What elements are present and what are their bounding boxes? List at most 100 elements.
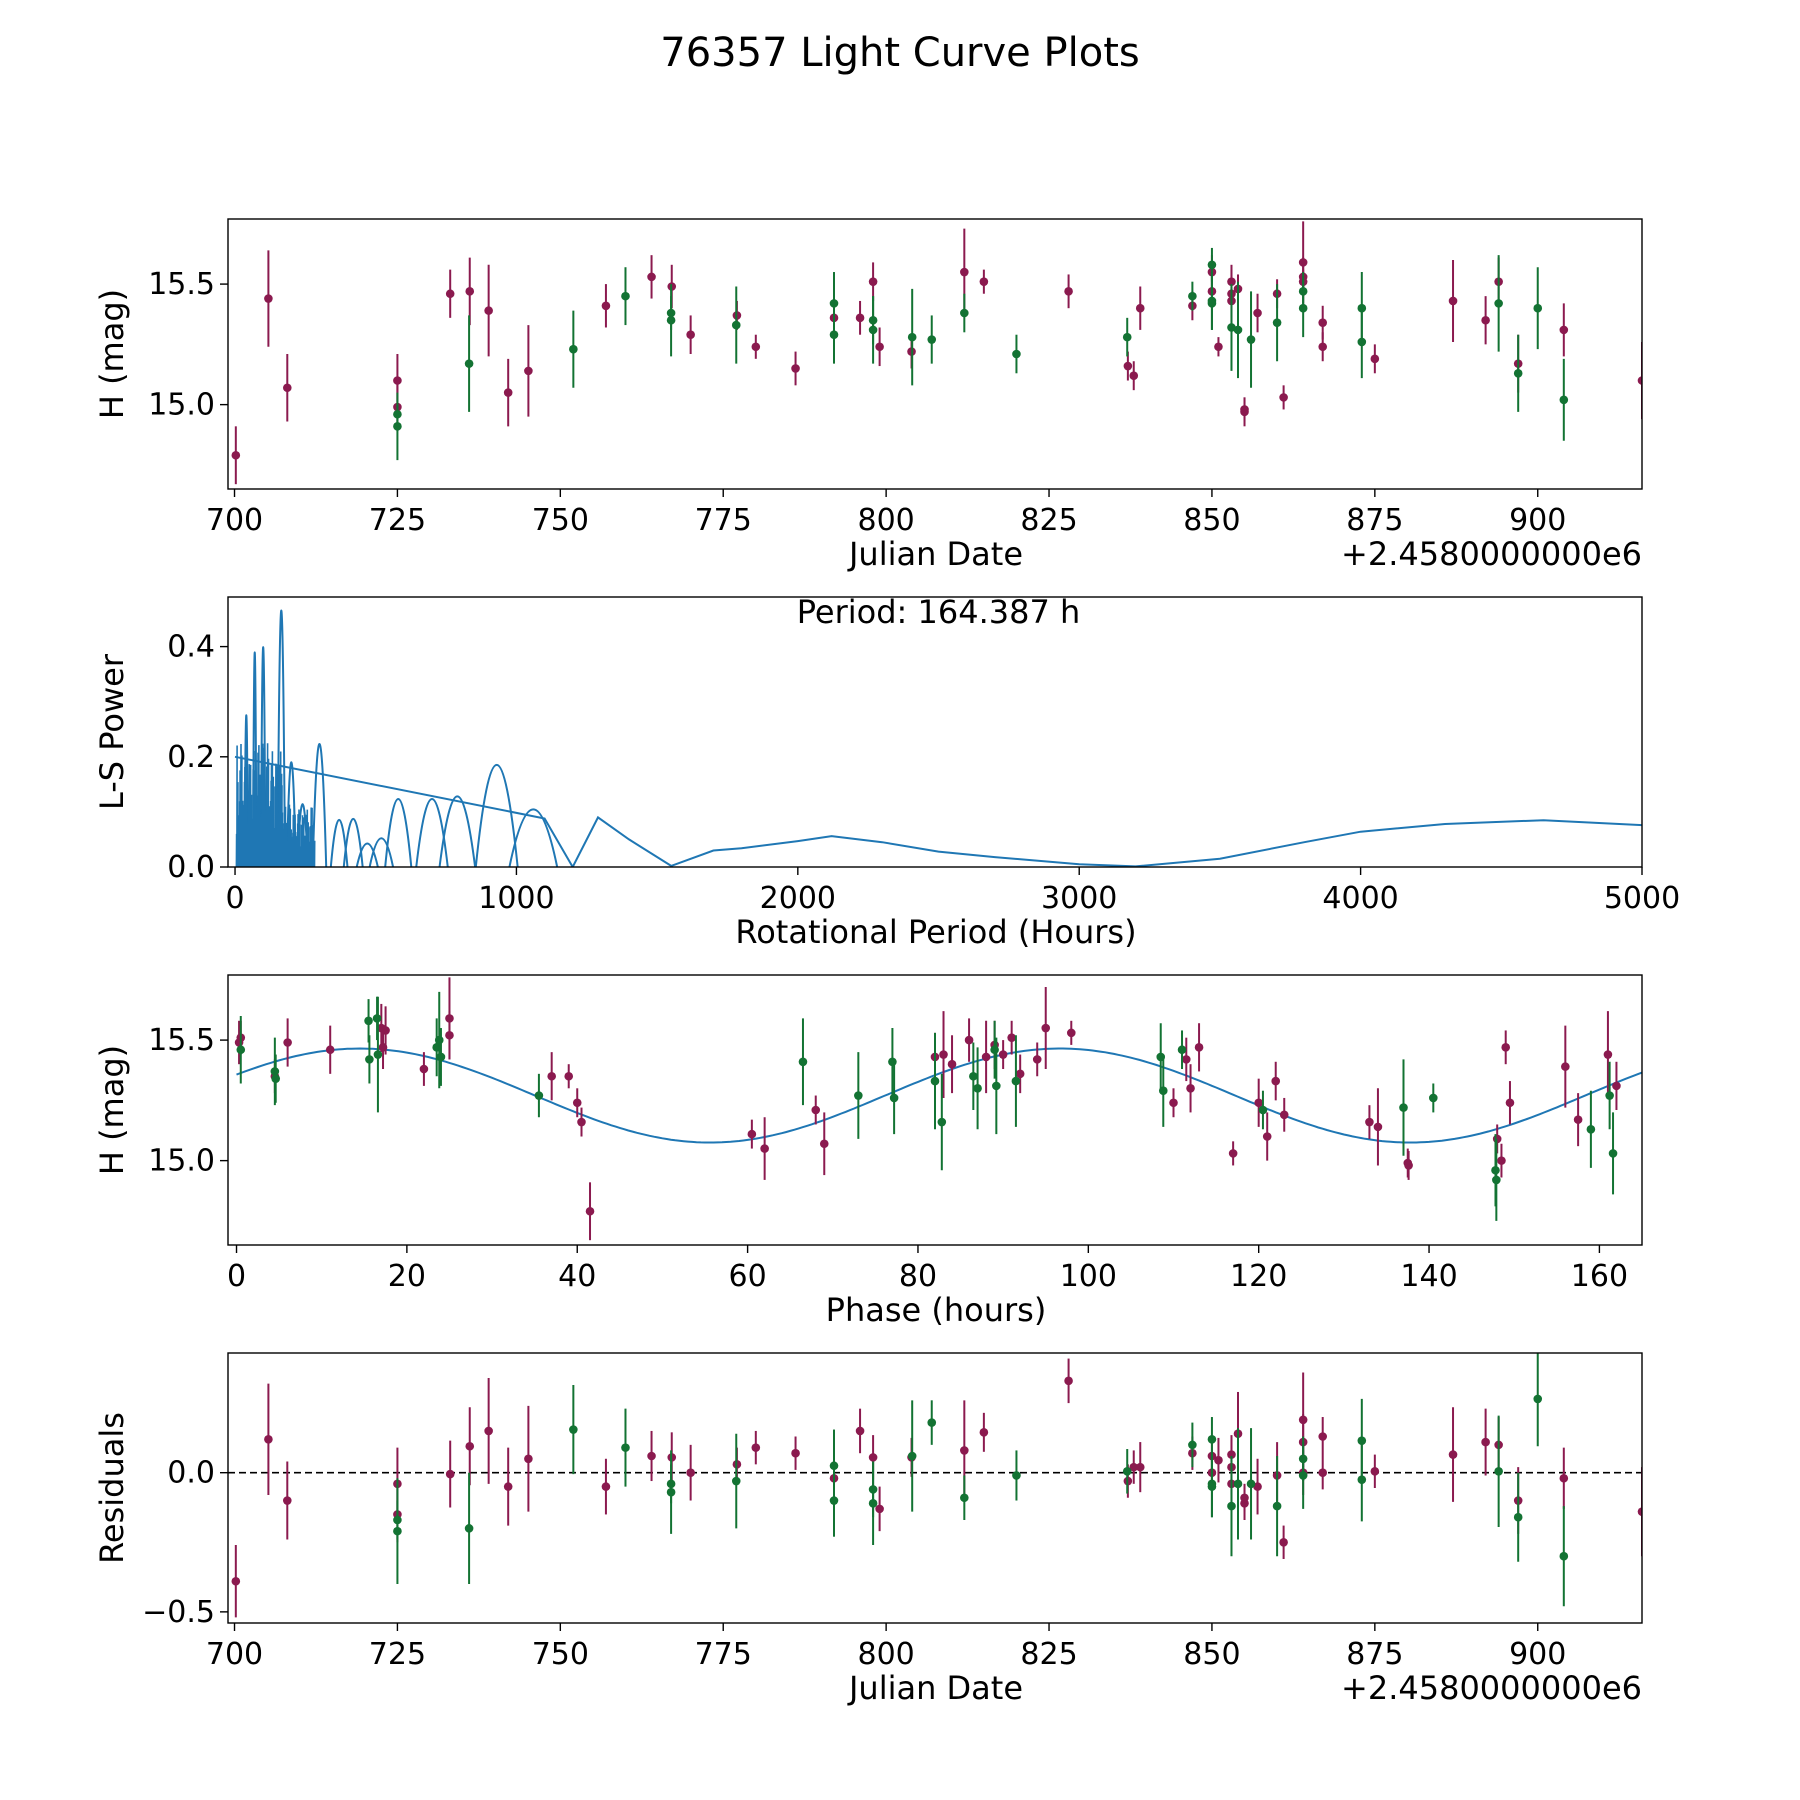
data-point bbox=[731, 320, 741, 330]
data-point bbox=[1246, 1479, 1256, 1489]
data-point bbox=[969, 1071, 978, 1081]
data-point bbox=[1064, 287, 1073, 296]
data-point bbox=[979, 1428, 989, 1437]
data-point bbox=[524, 1454, 533, 1464]
data-point bbox=[1637, 376, 1642, 385]
data-point bbox=[907, 1451, 917, 1461]
x-tick-label: 40 bbox=[558, 1259, 596, 1294]
y-tick-label: 0.0 bbox=[167, 850, 215, 885]
data-point bbox=[1240, 1499, 1249, 1508]
data-point bbox=[1169, 1098, 1178, 1108]
data-point bbox=[1603, 1050, 1613, 1059]
data-point bbox=[1158, 1086, 1168, 1096]
x-tick-label: 140 bbox=[1400, 1259, 1457, 1294]
data-point bbox=[503, 388, 513, 397]
series-magenta bbox=[234, 977, 1621, 1241]
data-point bbox=[791, 1448, 800, 1458]
data-point bbox=[503, 1482, 513, 1491]
data-point bbox=[1012, 349, 1021, 359]
data-point bbox=[1561, 1062, 1570, 1071]
data-point bbox=[1207, 260, 1217, 270]
data-point bbox=[1123, 361, 1133, 371]
data-point bbox=[888, 1057, 897, 1067]
data-point bbox=[875, 342, 884, 352]
data-point bbox=[1559, 395, 1569, 405]
figure-title: 76357 Light Curve Plots bbox=[660, 30, 1139, 76]
data-point bbox=[791, 364, 800, 373]
x-tick-label: 825 bbox=[1020, 503, 1077, 538]
data-point bbox=[1370, 354, 1380, 364]
x-offset-label: +2.4580000000e6 bbox=[1341, 1669, 1642, 1707]
power-peak bbox=[384, 797, 413, 867]
data-point bbox=[855, 313, 865, 323]
x-tick-label: 120 bbox=[1230, 1259, 1287, 1294]
y-tick-label: 15.0 bbox=[148, 1144, 215, 1179]
data-point bbox=[868, 1499, 878, 1508]
x-offset-label: +2.4580000000e6 bbox=[1341, 535, 1642, 573]
data-point bbox=[981, 1052, 991, 1062]
data-point bbox=[393, 422, 402, 431]
power-peak bbox=[259, 646, 267, 867]
data-point bbox=[1007, 1033, 1016, 1042]
x-tick-label: 800 bbox=[857, 1637, 914, 1672]
data-point bbox=[282, 1496, 292, 1505]
data-point bbox=[854, 1091, 863, 1100]
data-point bbox=[534, 1091, 544, 1100]
data-point bbox=[686, 330, 695, 340]
data-point bbox=[1188, 291, 1197, 301]
data-point bbox=[1533, 1394, 1543, 1404]
x-tick-label: 80 bbox=[899, 1259, 937, 1294]
data-point bbox=[819, 1139, 829, 1149]
data-point bbox=[464, 1524, 474, 1533]
data-point bbox=[564, 1071, 574, 1081]
data-point bbox=[283, 1038, 292, 1047]
data-point bbox=[1207, 1434, 1217, 1444]
data-point bbox=[373, 1050, 383, 1059]
power-peak bbox=[438, 795, 477, 867]
data-point bbox=[973, 1084, 982, 1093]
x-tick-label: 750 bbox=[532, 1637, 589, 1672]
data-point bbox=[1253, 1482, 1262, 1491]
y-tick-label: −0.5 bbox=[142, 1595, 215, 1630]
x-tick-label: 725 bbox=[369, 1637, 426, 1672]
data-point bbox=[1501, 1043, 1511, 1052]
data-point bbox=[378, 1043, 388, 1052]
data-point bbox=[1279, 393, 1288, 402]
data-point bbox=[1370, 1466, 1380, 1476]
x-tick-label: 700 bbox=[206, 1637, 263, 1672]
data-point bbox=[1122, 332, 1132, 342]
data-point bbox=[1135, 303, 1145, 313]
data-point bbox=[271, 1074, 281, 1083]
data-point bbox=[1612, 1081, 1621, 1091]
x-tick-label: 5000 bbox=[1604, 881, 1680, 916]
data-point bbox=[647, 272, 656, 282]
data-point bbox=[1207, 1482, 1217, 1491]
data-point bbox=[621, 291, 630, 301]
data-point bbox=[1448, 296, 1458, 306]
x-tick-label: 3000 bbox=[1041, 881, 1117, 916]
power-peak bbox=[276, 609, 286, 867]
data-point bbox=[434, 1035, 444, 1045]
x-axis-label: Rotational Period (Hours) bbox=[735, 913, 1136, 951]
data-point bbox=[1188, 1440, 1197, 1450]
chart-residuals: 700 725 750 775 800 825 850 875 900 −0.5 0.0 Julian… bbox=[93, 1352, 1643, 1707]
data-point bbox=[1399, 1103, 1408, 1112]
data-point bbox=[393, 376, 402, 385]
x-tick-label: 775 bbox=[695, 503, 752, 538]
y-tick-label: 15.5 bbox=[148, 1023, 215, 1058]
data-point bbox=[234, 1038, 244, 1047]
data-point bbox=[445, 1030, 454, 1040]
data-point bbox=[569, 1425, 578, 1434]
data-point bbox=[231, 450, 241, 460]
data-point bbox=[1064, 1376, 1073, 1386]
data-point bbox=[979, 277, 989, 286]
data-point bbox=[601, 1482, 611, 1491]
data-point bbox=[1253, 308, 1262, 318]
power-forest bbox=[235, 743, 316, 867]
power-peak bbox=[415, 797, 449, 867]
data-point bbox=[1373, 1122, 1383, 1132]
data-point bbox=[569, 344, 578, 354]
data-point bbox=[751, 1443, 761, 1452]
data-point bbox=[1233, 325, 1243, 335]
data-point bbox=[647, 1451, 656, 1461]
